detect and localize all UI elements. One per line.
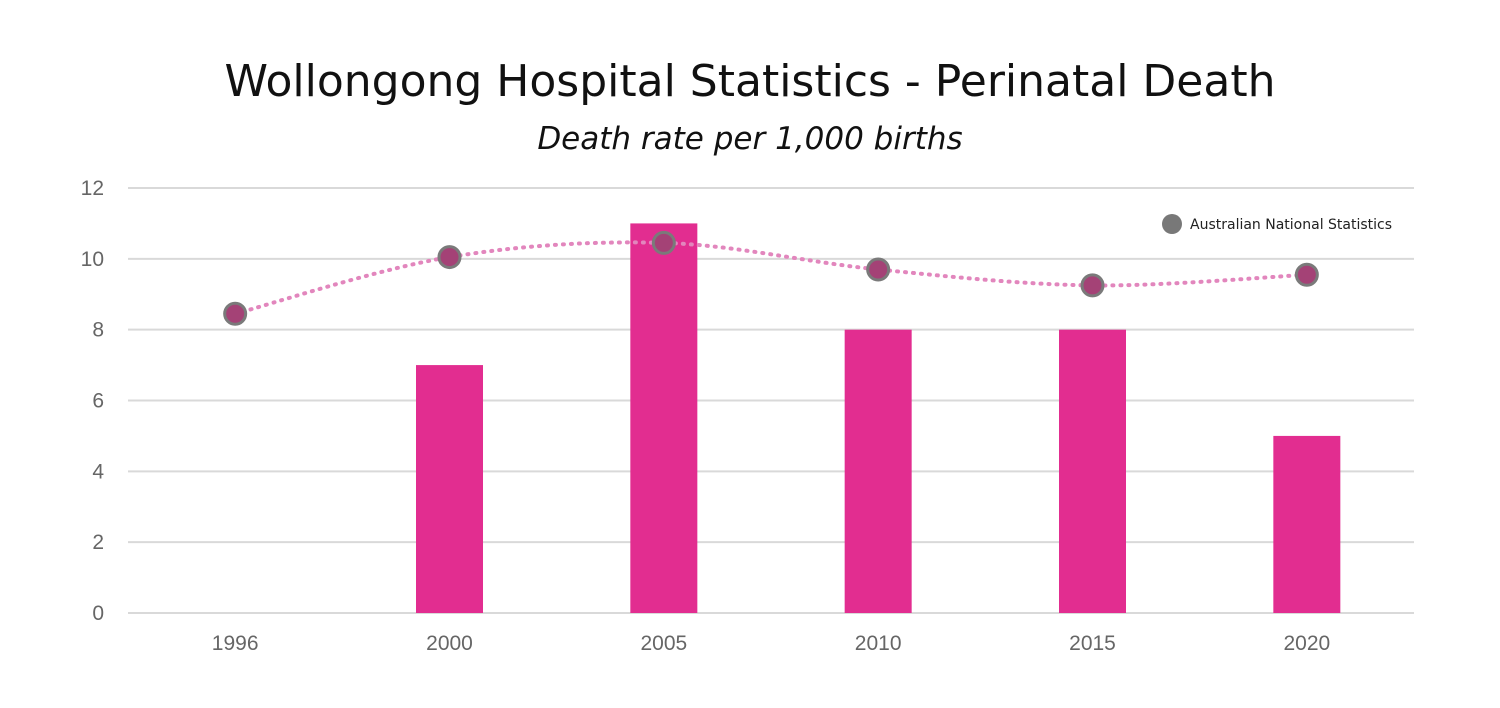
- line-point: [651, 230, 676, 255]
- chart-title: Wollongong Hospital Statistics - Perinat…: [224, 56, 1276, 107]
- y-tick-label: 4: [92, 460, 104, 483]
- line-point: [1294, 262, 1319, 287]
- x-tick-label: 2010: [855, 632, 902, 655]
- y-tick-label: 6: [92, 390, 104, 413]
- y-tick-label: 2: [92, 531, 104, 554]
- bar: [416, 365, 483, 613]
- bar-series: [416, 223, 1341, 613]
- bar: [1273, 435, 1341, 613]
- line-series: [223, 230, 1319, 326]
- x-tick-label: 2000: [426, 632, 473, 655]
- y-tick-label: 12: [81, 177, 104, 200]
- line-point: [437, 245, 462, 270]
- y-tick-label: 0: [92, 602, 104, 625]
- bar: [630, 223, 698, 613]
- chart-subtitle: Death rate per 1,000 births: [537, 121, 963, 157]
- x-tick-label: 1996: [212, 632, 259, 655]
- legend-marker: [1162, 214, 1182, 234]
- y-tick-label: 8: [92, 319, 104, 342]
- x-tick-label: 2020: [1283, 632, 1330, 655]
- legend: Australian National Statistics: [1162, 214, 1392, 234]
- legend-label: Australian National Statistics: [1190, 217, 1392, 233]
- line-point: [223, 301, 248, 326]
- x-axis-ticks: 1996 2000 2005 2010 2015 2020: [212, 632, 1330, 655]
- x-tick-label: 2005: [640, 632, 687, 655]
- y-tick-label: 10: [81, 248, 104, 271]
- line-point: [1080, 273, 1105, 298]
- line-point: [866, 257, 891, 282]
- series-line: [233, 240, 1309, 316]
- x-tick-label: 2015: [1069, 632, 1116, 655]
- bar: [844, 329, 912, 613]
- bar: [1059, 329, 1126, 613]
- gridlines: [128, 187, 1414, 614]
- y-axis-ticks: 0 2 4 6 8 10 12: [81, 177, 105, 625]
